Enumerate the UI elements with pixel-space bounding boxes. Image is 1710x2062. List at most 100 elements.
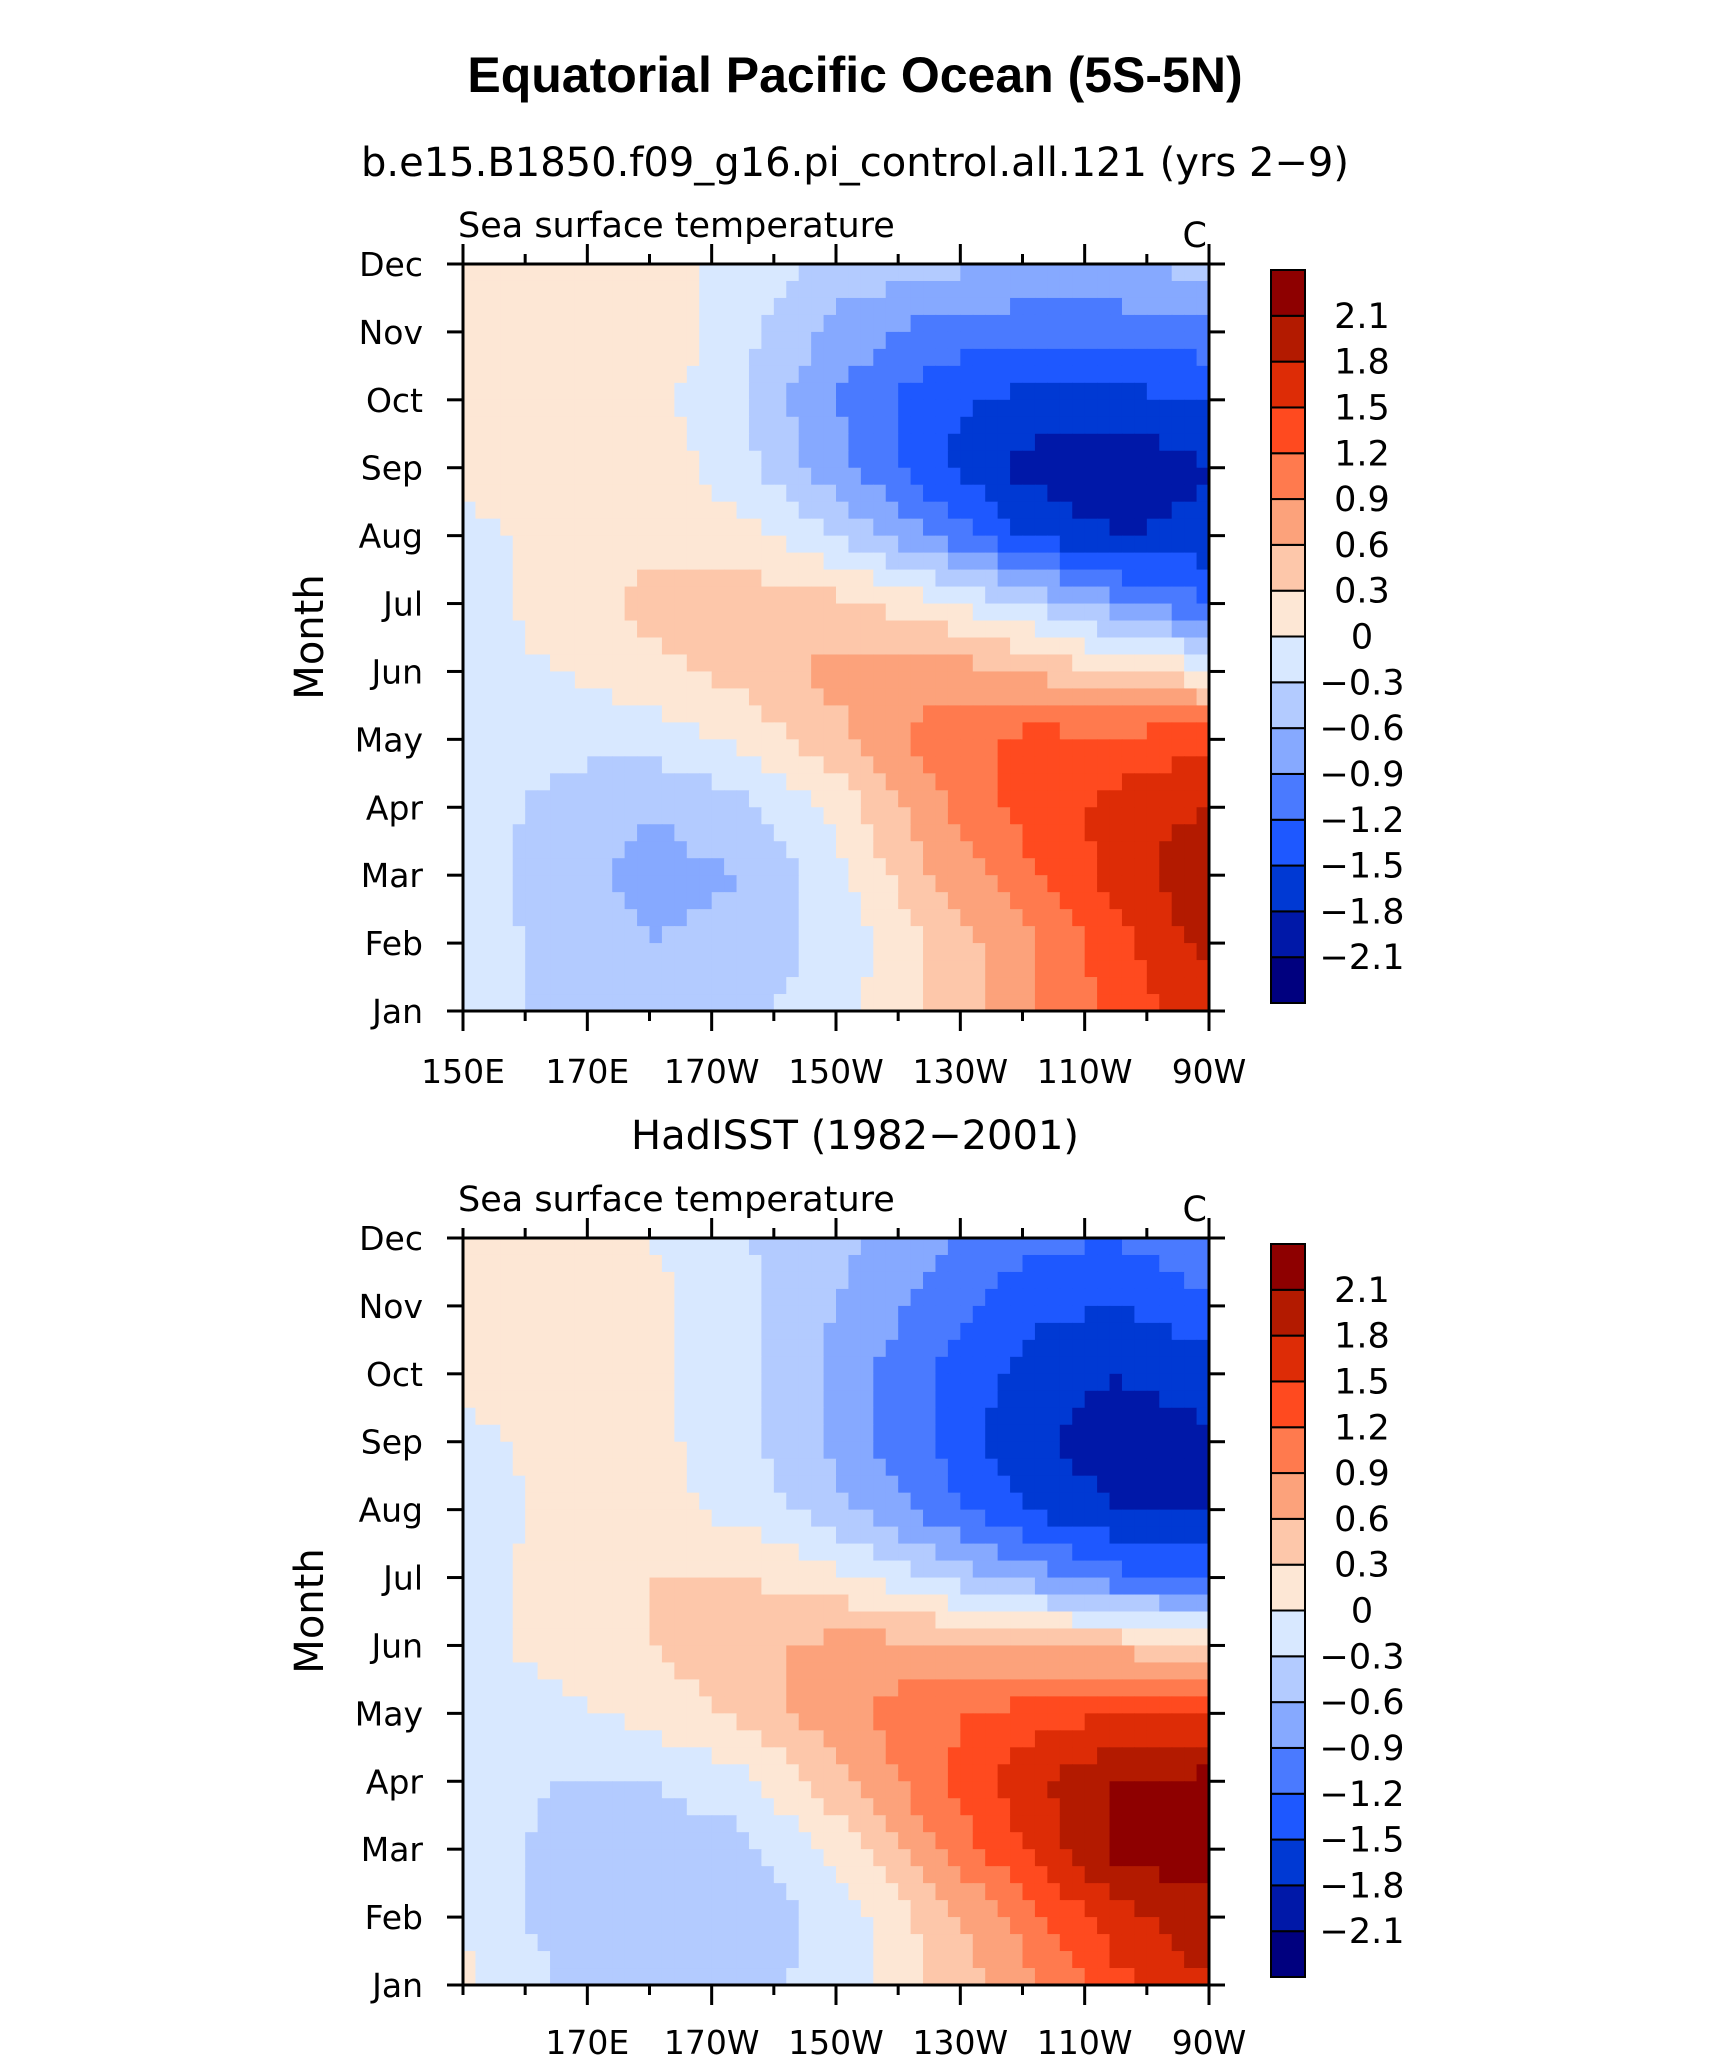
contour-cell [1022, 450, 1036, 469]
contour-cell [997, 1475, 1011, 1494]
contour-cell [724, 1373, 738, 1392]
contour-cell [686, 433, 700, 452]
contour-cell [1134, 552, 1148, 571]
contour-cell [562, 382, 576, 401]
contour-cell [947, 552, 961, 571]
contour-cell [711, 909, 725, 927]
contour-cell [562, 365, 576, 384]
contour-cell [637, 1662, 651, 1681]
contour-cell [786, 518, 800, 537]
contour-cell [736, 1441, 750, 1460]
contour-cell [487, 1713, 501, 1731]
contour-cell [562, 569, 576, 588]
contour-cell [711, 858, 725, 876]
contour-cell [599, 569, 613, 588]
colorbar-swatch [1270, 543, 1306, 592]
contour-cell [885, 1798, 899, 1816]
contour-cell [1196, 467, 1210, 486]
contour-cell [500, 1390, 514, 1409]
contour-cell [1134, 1577, 1148, 1596]
contour-cell [997, 1594, 1011, 1613]
contour-cell [512, 977, 526, 995]
contour-cell [1047, 1662, 1061, 1681]
contour-cell [1109, 1390, 1123, 1409]
contour-cell [836, 382, 850, 401]
contour-cell [624, 1407, 638, 1426]
contour-cell [885, 1611, 899, 1630]
contour-cell [574, 705, 588, 723]
contour-cell [972, 892, 986, 910]
contour-cell [487, 365, 501, 384]
contour-cell [823, 858, 837, 876]
contour-cell [1171, 1407, 1185, 1426]
contour-cell [947, 1475, 961, 1494]
contour-cell [823, 518, 837, 537]
contour-cell [1109, 501, 1123, 520]
contour-cell [512, 858, 526, 876]
contour-cell [1072, 1628, 1086, 1647]
contour-cell [612, 1254, 626, 1273]
contour-cell [711, 1322, 725, 1341]
contour-cell [1022, 382, 1036, 401]
contour-cell [1072, 1288, 1086, 1307]
contour-cell [1084, 1696, 1098, 1714]
contour-cell [748, 1611, 762, 1630]
contour-cell [674, 1322, 688, 1341]
contour-cell [1109, 1288, 1123, 1307]
contour-cell [748, 1288, 762, 1307]
contour-cell [1072, 994, 1086, 1012]
contour-cell [1196, 365, 1210, 384]
contour-cell [624, 926, 638, 944]
contour-cell [674, 433, 688, 452]
contour-cell [873, 1424, 887, 1443]
contour-cell [649, 348, 663, 367]
contour-cell [562, 433, 576, 452]
contour-cell [736, 1238, 750, 1256]
contour-cell [1121, 1373, 1135, 1392]
contour-cell [860, 1492, 874, 1511]
contour-cell [661, 841, 675, 859]
contour-cell [773, 943, 787, 961]
contour-cell [1146, 858, 1160, 876]
contour-cell [512, 518, 526, 537]
contour-cell [773, 1730, 787, 1748]
contour-cell [525, 807, 539, 825]
contour-cell [1159, 314, 1173, 333]
contour-cell [1097, 1798, 1111, 1816]
contour-cell [475, 688, 489, 707]
contour-cell [947, 1679, 961, 1697]
contour-cell [475, 1764, 489, 1782]
contour-cell [736, 671, 750, 690]
contour-cell [661, 1271, 675, 1290]
contour-cell [1022, 688, 1036, 707]
contour-cell [811, 705, 825, 723]
contour-cell [1159, 569, 1173, 588]
contour-cell [1171, 450, 1185, 469]
contour-cell [686, 382, 700, 401]
contour-cell [972, 535, 986, 554]
contour-cell [960, 1679, 974, 1697]
contour-cell [1171, 1475, 1185, 1494]
contour-cell [1034, 654, 1048, 673]
contour-cell [463, 977, 477, 995]
contour-cell [724, 433, 738, 452]
contour-cell [761, 416, 775, 435]
contour-cell [1184, 1849, 1198, 1867]
contour-cell [773, 603, 787, 622]
contour-cell [972, 1662, 986, 1681]
contour-cell [898, 552, 912, 571]
contour-cell [985, 909, 999, 927]
contour-cell [574, 1509, 588, 1528]
contour-cell [637, 264, 651, 282]
contour-cell [637, 1526, 651, 1545]
contour-cell [985, 1339, 999, 1358]
contour-cell [599, 331, 613, 350]
contour-cell [997, 1815, 1011, 1833]
contour-cell [811, 1322, 825, 1341]
contour-cell [1010, 1373, 1024, 1392]
contour-cell [463, 416, 477, 435]
contour-cell [1184, 535, 1198, 554]
contour-cell [537, 773, 551, 791]
contour-cell [550, 1288, 564, 1307]
contour-cell [649, 1441, 663, 1460]
